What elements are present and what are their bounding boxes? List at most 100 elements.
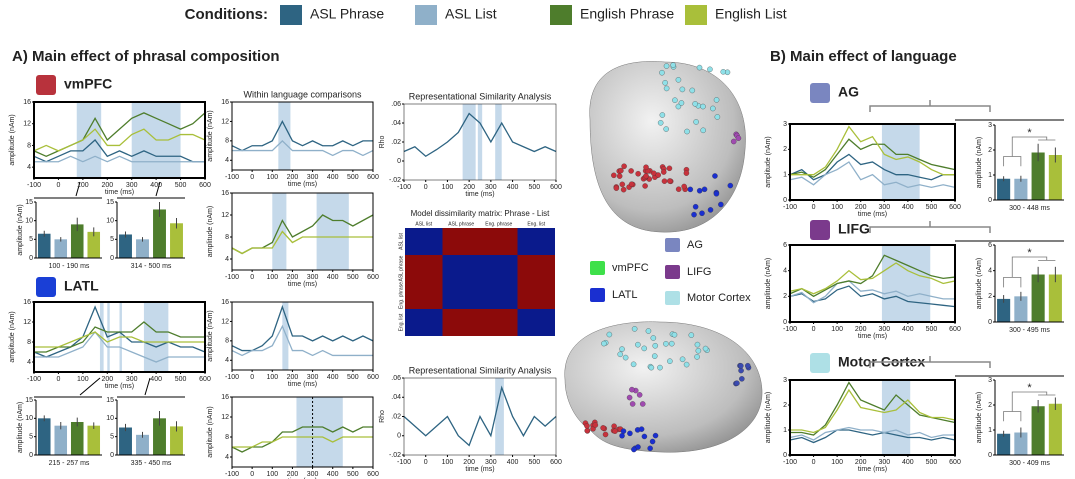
- significance-bracket: [1003, 136, 1056, 167]
- x-tick-label: 400: [327, 374, 339, 381]
- matrix-cell: [517, 228, 555, 255]
- y-tick-label: 12: [23, 319, 31, 326]
- electrode: [667, 358, 673, 364]
- connectors: [34, 119, 1064, 398]
- electrode: [696, 64, 703, 71]
- electrode: [627, 430, 633, 437]
- brain-legend-swatch: [665, 291, 680, 305]
- series-line: [789, 280, 955, 304]
- y-tick-label: 2: [988, 147, 992, 154]
- electrode: [616, 173, 623, 179]
- highlight: [278, 102, 291, 170]
- x-tick-label: 0: [250, 174, 254, 181]
- y-tick-label: 8: [27, 142, 31, 149]
- y-tick-label: 16: [23, 99, 31, 106]
- x-axis-label: 100 - 190 ms: [49, 263, 90, 270]
- matrix-cell: [480, 228, 518, 255]
- legend-title: Conditions:: [185, 6, 268, 23]
- y-tick-label: 5: [29, 434, 33, 441]
- x-tick-label: 500: [347, 274, 359, 281]
- x-tick-label: 200: [855, 326, 867, 333]
- electrode: [745, 362, 751, 369]
- highlight: [316, 193, 349, 270]
- electrode: [695, 347, 702, 354]
- x-tick-label: 300: [126, 182, 138, 189]
- electrode: [672, 97, 678, 103]
- significance-star: *: [1027, 247, 1032, 259]
- series-line: [231, 426, 373, 453]
- x-tick-label: 100: [442, 184, 454, 191]
- y-axis-label: amplitude (nAm): [17, 204, 24, 255]
- electrode: [643, 164, 649, 171]
- electrode: [713, 97, 720, 103]
- x-tick-label: 500: [528, 184, 540, 191]
- electrode: [666, 165, 673, 172]
- plot-frame: [789, 244, 956, 323]
- bar: [997, 433, 1011, 455]
- y-axis-label: amplitude (nAm): [765, 392, 772, 443]
- bar: [136, 434, 149, 455]
- series-line: [34, 321, 205, 353]
- matrix-cell: [517, 255, 555, 282]
- electrode: [675, 186, 682, 192]
- region-label: vmPFC: [64, 76, 112, 92]
- y-tick-label: 2: [783, 293, 787, 300]
- x-tick-label: 0: [56, 182, 60, 189]
- series-line: [789, 426, 955, 441]
- matrix-cell: [517, 282, 555, 309]
- electrode: [629, 401, 636, 407]
- electrode: [639, 401, 646, 407]
- electrode: [629, 386, 635, 393]
- brain-legend-label: Motor Cortex: [687, 292, 751, 304]
- y-tick-label: 5: [110, 236, 114, 243]
- x-axis-label: 300 - 495 ms: [1009, 327, 1050, 334]
- matrix-cell: [480, 282, 518, 309]
- x-tick-label: 600: [367, 471, 379, 478]
- y-tick-label: 12: [221, 414, 229, 421]
- electrode: [694, 341, 701, 348]
- legend-swatch: [685, 5, 707, 25]
- series-line: [33, 139, 205, 163]
- y-tick-label: 12: [221, 318, 229, 325]
- brain-legend-swatch: [665, 238, 680, 252]
- y-tick-label: 1: [783, 172, 787, 179]
- electrode: [663, 341, 669, 347]
- bar: [1031, 274, 1045, 322]
- y-tick-label: 4: [225, 454, 229, 461]
- x-tick-label: 500: [347, 174, 359, 181]
- electrode: [602, 431, 609, 438]
- electrode: [675, 103, 682, 110]
- plot-frame: [33, 301, 206, 373]
- x-tick-label: 200: [101, 182, 113, 189]
- bar: [170, 223, 183, 258]
- x-axis-label: 314 - 500 ms: [131, 263, 172, 270]
- electrode: [611, 172, 617, 179]
- x-tick-label: 600: [367, 174, 379, 181]
- electrode: [734, 380, 740, 386]
- electrode: [738, 367, 744, 374]
- legend-label: ASL List: [445, 6, 497, 22]
- bar: [37, 233, 51, 258]
- electrode: [645, 328, 652, 334]
- matrix-cell: [442, 228, 480, 255]
- electrode: [696, 187, 703, 194]
- y-tick-label: 16: [221, 299, 229, 306]
- electrode: [601, 340, 607, 347]
- x-tick-label: 500: [926, 204, 938, 211]
- electrode: [684, 128, 690, 135]
- x-tick-label: 0: [424, 184, 428, 191]
- matrix-col-label: ASL phrase: [448, 221, 474, 227]
- plot-frame: [231, 101, 374, 171]
- plot-frame: [231, 192, 374, 271]
- region-swatch: [36, 277, 56, 297]
- y-tick-label: 10: [25, 415, 33, 422]
- electrode: [651, 353, 658, 359]
- y-tick-label: .04: [391, 394, 401, 401]
- series-line: [790, 388, 956, 434]
- matrix-cell: [442, 255, 480, 282]
- y-tick-label: 4: [225, 256, 229, 263]
- x-tick-label: 600: [367, 274, 379, 281]
- electrode: [612, 428, 618, 434]
- electrode: [667, 178, 673, 184]
